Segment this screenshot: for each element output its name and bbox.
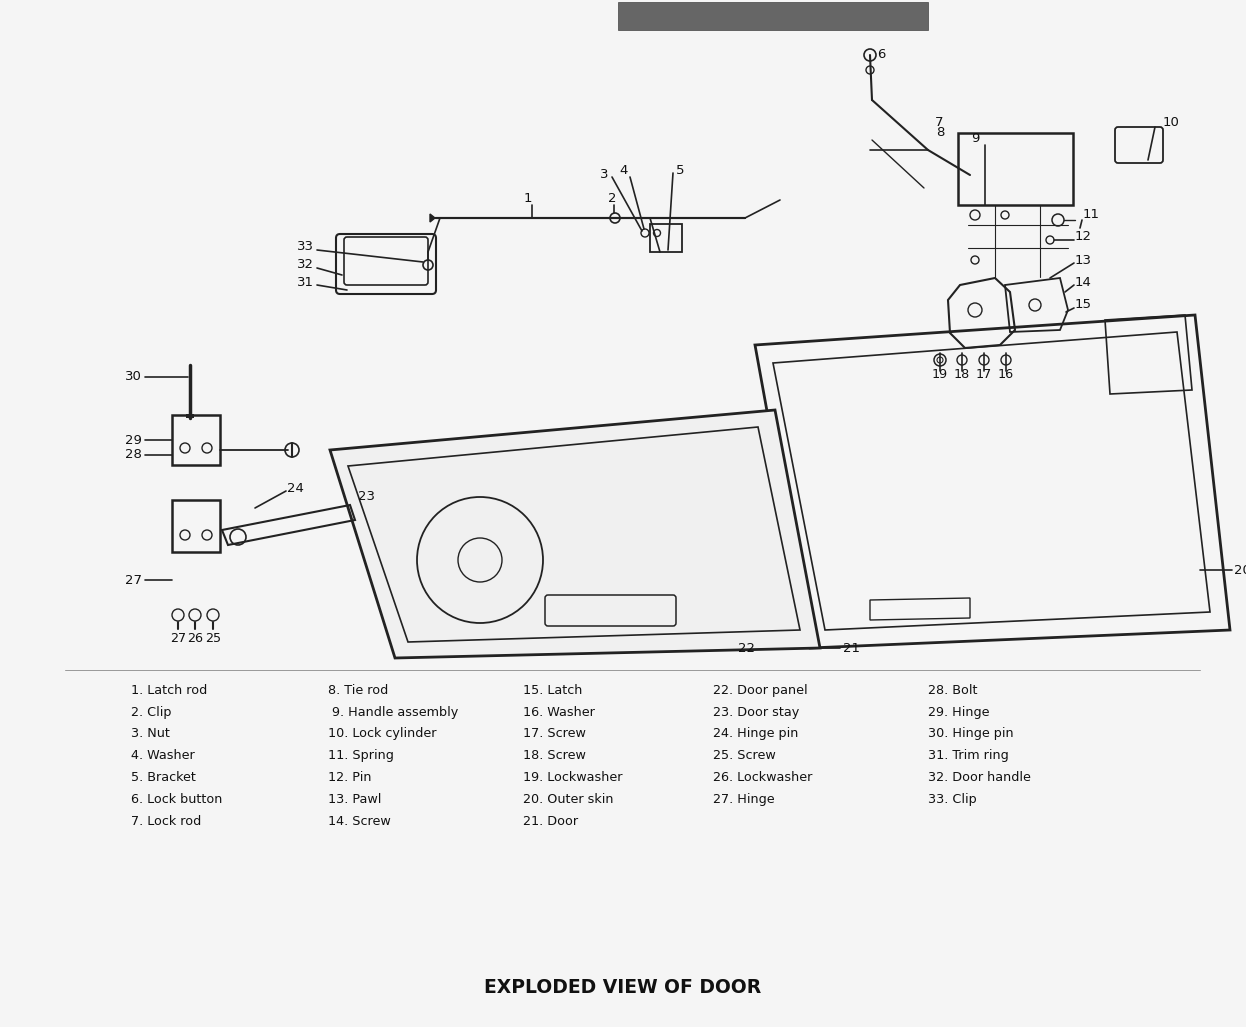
Text: 4: 4 bbox=[619, 164, 628, 178]
Bar bbox=[958, 134, 1073, 205]
Text: 2. Clip: 2. Clip bbox=[131, 706, 172, 719]
Text: 5. Bracket: 5. Bracket bbox=[131, 771, 196, 785]
Text: 1. Latch rod: 1. Latch rod bbox=[131, 684, 207, 696]
Text: 14: 14 bbox=[1075, 275, 1091, 289]
Text: 9: 9 bbox=[972, 131, 981, 145]
Text: 3. Nut: 3. Nut bbox=[131, 727, 169, 740]
Text: 24. Hinge pin: 24. Hinge pin bbox=[713, 727, 799, 740]
Bar bbox=[618, 2, 928, 30]
Text: 31. Trim ring: 31. Trim ring bbox=[928, 750, 1009, 762]
Text: 28: 28 bbox=[125, 449, 142, 461]
Text: 27: 27 bbox=[125, 573, 142, 586]
Text: 19: 19 bbox=[932, 369, 948, 381]
Text: 25: 25 bbox=[204, 632, 221, 645]
Text: 30. Hinge pin: 30. Hinge pin bbox=[928, 727, 1014, 740]
Text: 13: 13 bbox=[1075, 254, 1091, 266]
Text: 29: 29 bbox=[125, 433, 142, 447]
Bar bbox=[172, 500, 221, 551]
Text: 17: 17 bbox=[976, 369, 992, 381]
Text: 7. Lock rod: 7. Lock rod bbox=[131, 814, 201, 828]
Text: 29. Hinge: 29. Hinge bbox=[928, 706, 989, 719]
Text: 21. Door: 21. Door bbox=[523, 814, 578, 828]
Text: 11. Spring: 11. Spring bbox=[328, 750, 394, 762]
Text: 23: 23 bbox=[358, 491, 375, 503]
Text: 11: 11 bbox=[1083, 208, 1100, 222]
Text: 33: 33 bbox=[297, 240, 314, 254]
Text: 3: 3 bbox=[599, 167, 608, 181]
Text: 28. Bolt: 28. Bolt bbox=[928, 684, 978, 696]
Text: 18. Screw: 18. Screw bbox=[523, 750, 586, 762]
Text: 22: 22 bbox=[738, 642, 755, 654]
Text: 22. Door panel: 22. Door panel bbox=[713, 684, 807, 696]
Text: 18: 18 bbox=[954, 369, 971, 381]
Text: 31: 31 bbox=[297, 275, 314, 289]
Bar bbox=[650, 224, 682, 252]
Polygon shape bbox=[330, 410, 820, 658]
Text: 17. Screw: 17. Screw bbox=[523, 727, 586, 740]
Text: 9. Handle assembly: 9. Handle assembly bbox=[328, 706, 459, 719]
Text: 8: 8 bbox=[936, 126, 944, 140]
Polygon shape bbox=[430, 214, 435, 222]
Text: 23. Door stay: 23. Door stay bbox=[713, 706, 799, 719]
Text: 1: 1 bbox=[523, 191, 532, 204]
Text: 24: 24 bbox=[287, 482, 304, 494]
Text: 10. Lock cylinder: 10. Lock cylinder bbox=[328, 727, 436, 740]
Text: 25. Screw: 25. Screw bbox=[713, 750, 775, 762]
Text: 15. Latch: 15. Latch bbox=[523, 684, 583, 696]
Text: 20: 20 bbox=[1234, 564, 1246, 576]
Text: 16: 16 bbox=[998, 369, 1014, 381]
Text: 32: 32 bbox=[297, 259, 314, 271]
Text: 12: 12 bbox=[1075, 230, 1091, 243]
Text: 8. Tie rod: 8. Tie rod bbox=[328, 684, 388, 696]
Text: 6. Lock button: 6. Lock button bbox=[131, 793, 222, 806]
Text: 15: 15 bbox=[1075, 299, 1091, 311]
Text: 13. Pawl: 13. Pawl bbox=[328, 793, 381, 806]
Bar bbox=[172, 415, 221, 465]
Text: 26: 26 bbox=[187, 632, 203, 645]
Text: EXPLODED VIEW OF DOOR: EXPLODED VIEW OF DOOR bbox=[485, 979, 761, 997]
Bar bbox=[186, 414, 194, 418]
Text: 5: 5 bbox=[677, 163, 684, 177]
Text: 12. Pin: 12. Pin bbox=[328, 771, 371, 785]
Text: 27: 27 bbox=[169, 632, 186, 645]
Text: 2: 2 bbox=[608, 191, 617, 204]
Text: 20. Outer skin: 20. Outer skin bbox=[523, 793, 614, 806]
Text: 10: 10 bbox=[1163, 116, 1180, 129]
Text: 19. Lockwasher: 19. Lockwasher bbox=[523, 771, 623, 785]
Text: 27. Hinge: 27. Hinge bbox=[713, 793, 774, 806]
Text: 14. Screw: 14. Screw bbox=[328, 814, 390, 828]
Text: 26. Lockwasher: 26. Lockwasher bbox=[713, 771, 812, 785]
Text: 4. Washer: 4. Washer bbox=[131, 750, 194, 762]
Text: 21: 21 bbox=[844, 642, 860, 654]
Text: 30: 30 bbox=[125, 371, 142, 383]
Text: 7: 7 bbox=[934, 115, 943, 128]
Text: 16. Washer: 16. Washer bbox=[523, 706, 596, 719]
Text: 32. Door handle: 32. Door handle bbox=[928, 771, 1032, 785]
Text: 6: 6 bbox=[877, 48, 886, 62]
Text: 33. Clip: 33. Clip bbox=[928, 793, 977, 806]
